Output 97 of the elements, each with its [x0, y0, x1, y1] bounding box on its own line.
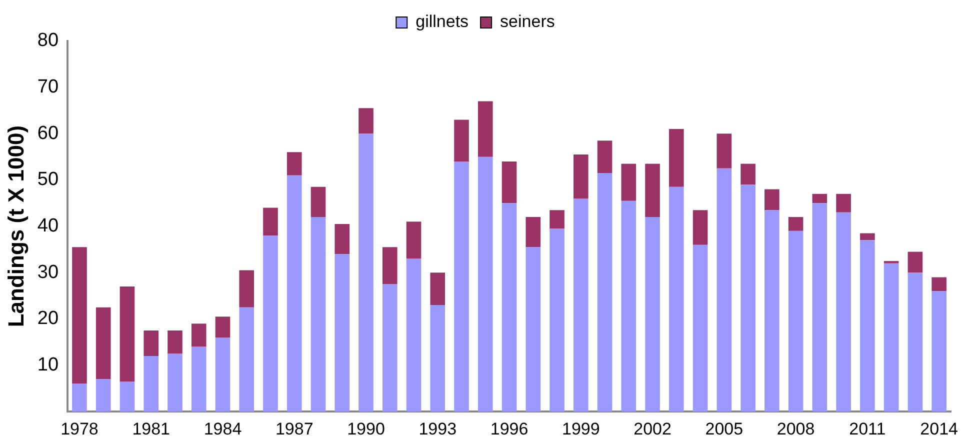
- y-tick-label: 80: [37, 30, 59, 52]
- bar: [382, 247, 398, 284]
- bar: [908, 272, 923, 412]
- bar: [334, 254, 350, 412]
- bar: [812, 203, 828, 412]
- bar: [716, 168, 732, 412]
- bar: [550, 228, 564, 412]
- bar: [836, 194, 851, 212]
- bar: [72, 384, 87, 412]
- bar: [692, 244, 708, 412]
- bar: [764, 189, 780, 210]
- bar: [263, 236, 278, 412]
- bar: [478, 101, 493, 157]
- bar: [310, 186, 326, 218]
- bar: [621, 164, 636, 201]
- x-tick-label: 1993: [418, 419, 457, 438]
- bar: [932, 291, 946, 412]
- bar: [740, 164, 756, 185]
- legend-label: seiners: [500, 12, 555, 32]
- bar: [310, 217, 326, 412]
- y-tick-label: 70: [37, 76, 59, 98]
- y-tick-label: 40: [37, 216, 59, 237]
- bar: [239, 307, 254, 412]
- x-tick-label: 1990: [347, 419, 385, 438]
- bar: [96, 379, 111, 412]
- y-axis-title: Landings (t X 1000): [3, 125, 28, 328]
- bar: [191, 346, 206, 412]
- bar: [406, 222, 422, 259]
- bar: [884, 263, 899, 412]
- x-tick-label: 1987: [275, 419, 314, 438]
- bar: [526, 247, 541, 412]
- bar: [573, 198, 588, 412]
- bar: [645, 217, 660, 412]
- bar: [358, 134, 374, 412]
- bar: [454, 120, 469, 162]
- bar: [215, 316, 230, 338]
- bar: [191, 324, 206, 347]
- bar: [716, 134, 732, 168]
- x-tick-label: 1999: [562, 419, 600, 438]
- bar: [72, 247, 87, 384]
- x-tick-label: 1996: [490, 419, 528, 438]
- x-tick-label: 2005: [705, 419, 744, 438]
- bar: [764, 210, 780, 412]
- bar: [502, 203, 517, 412]
- bar: [96, 307, 111, 380]
- bar: [120, 286, 135, 382]
- y-tick-label: 60: [37, 122, 59, 144]
- bar: [144, 330, 159, 356]
- bar: [645, 164, 660, 218]
- bar: [502, 161, 517, 204]
- bar: [692, 210, 708, 245]
- bar: [334, 224, 350, 254]
- bar: [215, 337, 230, 412]
- bar: [120, 381, 135, 412]
- legend-label: gillnets: [416, 12, 469, 32]
- bar: [406, 258, 422, 412]
- bar: [358, 108, 374, 134]
- x-tick-label: 1981: [132, 419, 170, 438]
- bar: [597, 140, 612, 174]
- x-tick-label: 2002: [634, 419, 672, 438]
- bar: [239, 270, 254, 308]
- bar: [621, 200, 636, 412]
- bar: [478, 156, 493, 412]
- bar: [430, 305, 446, 412]
- bar: [526, 217, 541, 248]
- bar: [286, 152, 302, 176]
- bar: [454, 161, 469, 412]
- bar: [788, 217, 804, 231]
- bar: [168, 330, 182, 354]
- bar: [740, 184, 756, 412]
- bar: [908, 252, 923, 273]
- bar: [812, 194, 828, 204]
- bar: [860, 233, 875, 240]
- bar: [788, 230, 804, 412]
- bar: [430, 272, 446, 306]
- bar: [144, 356, 159, 412]
- x-tick-label: 1978: [60, 419, 98, 438]
- bar: [550, 210, 564, 229]
- bar: [263, 208, 278, 236]
- x-tick-label: 1984: [204, 419, 242, 438]
- y-tick-label: 50: [37, 169, 59, 190]
- bar: [836, 212, 851, 412]
- x-tick-label: 2011: [849, 419, 886, 438]
- bar: [932, 277, 946, 292]
- bar: [860, 240, 875, 412]
- bar: [382, 284, 398, 412]
- bar: [669, 129, 684, 187]
- y-tick-label: 10: [37, 354, 59, 376]
- y-tick-label: 30: [37, 262, 59, 283]
- bar: [597, 173, 612, 412]
- bar: [669, 186, 684, 412]
- x-tick-label: 2014: [920, 419, 958, 438]
- bar: [573, 154, 588, 199]
- bar: [286, 175, 302, 412]
- x-tick-label: 2008: [776, 419, 815, 438]
- y-tick-label: 20: [37, 308, 59, 330]
- bar: [168, 354, 182, 412]
